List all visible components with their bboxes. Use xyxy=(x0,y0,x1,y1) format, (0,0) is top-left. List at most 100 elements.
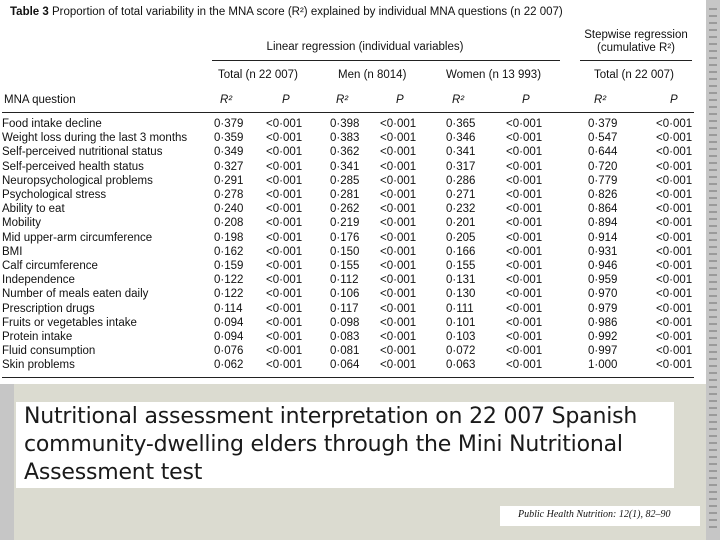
table-image: Table 3 Proportion of total variability … xyxy=(0,6,706,378)
value-cell-w-p: <0·001 xyxy=(506,217,543,230)
value-cell-s-r2: 0·992 xyxy=(588,331,618,343)
value-cell-t-p: <0·001 xyxy=(266,174,303,187)
value-cell-s-r2: 0·644 xyxy=(588,146,618,159)
table-row: Mobility 0·208 <0·001 0·219 <0·001 0·201 <0·00… xyxy=(0,217,706,230)
table-row: Neuropsychological problems 0·291 <0·001 0·… xyxy=(0,175,706,188)
value-cell-w-p: <0·001 xyxy=(506,189,543,201)
question-cell: BMI xyxy=(2,245,23,258)
value-cell-w-r2: 0·201 xyxy=(446,217,476,230)
value-cell-m-r2: 0·081 xyxy=(330,345,360,358)
value-cell-m-p: <0·001 xyxy=(380,245,417,258)
value-cell-t-r2: 0·114 xyxy=(214,302,243,315)
value-cell-s-p: <0·001 xyxy=(656,217,693,230)
value-cell-m-r2: 0·150 xyxy=(330,245,360,258)
value-cell-t-r2: 0·076 xyxy=(214,345,244,358)
header-stepwise-r2: R² xyxy=(594,94,607,106)
value-cell-t-r2: 0·379 xyxy=(214,118,244,130)
value-cell-w-r2: 0·341 xyxy=(446,146,476,159)
table-bottom-rule xyxy=(2,377,694,378)
value-cell-s-p: <0·001 xyxy=(656,331,693,343)
value-cell-m-r2: 0·176 xyxy=(330,231,360,244)
value-cell-m-p: <0·001 xyxy=(380,203,417,216)
value-cell-w-r2: 0·286 xyxy=(446,174,476,187)
value-cell-w-r2: 0·205 xyxy=(446,231,476,244)
value-cell-w-p: <0·001 xyxy=(506,132,543,145)
value-cell-s-r2: 0·547 xyxy=(588,132,618,145)
value-cell-w-p: <0·001 xyxy=(506,274,543,287)
value-cell-m-p: <0·001 xyxy=(380,345,417,358)
caption-label: Table 3 xyxy=(10,6,49,18)
stepwise-group-header-line2: (cumulative R²) xyxy=(597,42,675,54)
header-mna-question: MNA question xyxy=(4,94,76,106)
value-cell-s-r2: 0·946 xyxy=(588,260,618,272)
value-cell-s-r2: 0·864 xyxy=(588,203,618,216)
question-cell: Calf circumference xyxy=(2,260,98,272)
value-cell-t-r2: 0·122 xyxy=(214,288,244,301)
value-cell-t-p: <0·001 xyxy=(266,118,303,130)
value-cell-s-p: <0·001 xyxy=(656,231,693,244)
value-cell-t-p: <0·001 xyxy=(266,203,303,216)
header-total-p: P xyxy=(282,94,290,106)
value-cell-w-p: <0·001 xyxy=(506,302,543,315)
question-cell: Self-perceived nutritional status xyxy=(2,146,163,159)
value-cell-t-r2: 0·208 xyxy=(214,217,244,230)
question-cell: Fruits or vegetables intake xyxy=(2,316,137,329)
value-cell-s-r2: 0·894 xyxy=(588,217,618,230)
question-cell: Self-perceived health status xyxy=(2,160,144,173)
value-cell-t-p: <0·001 xyxy=(266,260,303,272)
value-cell-s-p: <0·001 xyxy=(656,160,693,173)
value-cell-t-r2: 0·062 xyxy=(214,359,244,372)
value-cell-t-p: <0·001 xyxy=(266,217,303,230)
value-cell-t-r2: 0·291 xyxy=(214,174,244,187)
value-cell-s-p: <0·001 xyxy=(656,316,693,329)
value-cell-w-p: <0·001 xyxy=(506,331,543,343)
table-row: Ability to eat 0·240 <0·001 0·262 <0·001 0·23… xyxy=(0,203,706,216)
value-cell-t-p: <0·001 xyxy=(266,288,303,301)
value-cell-w-p: <0·001 xyxy=(506,288,543,301)
value-cell-t-p: <0·001 xyxy=(266,160,303,173)
value-cell-m-p: <0·001 xyxy=(380,274,417,287)
value-cell-s-r2: 0·720 xyxy=(588,160,618,173)
header-women-r2: R² xyxy=(452,94,465,106)
linear-group-rule xyxy=(212,60,560,61)
value-cell-m-p: <0·001 xyxy=(380,217,417,230)
value-cell-w-r2: 0·365 xyxy=(446,118,476,130)
value-cell-t-p: <0·001 xyxy=(266,302,303,315)
value-cell-s-p: <0·001 xyxy=(656,203,693,216)
value-cell-t-p: <0·001 xyxy=(266,345,303,358)
value-cell-t-r2: 0·349 xyxy=(214,146,244,159)
value-cell-w-p: <0·001 xyxy=(506,359,543,372)
value-cell-w-p: <0·001 xyxy=(506,118,543,130)
value-cell-m-p: <0·001 xyxy=(380,189,417,201)
value-cell-w-r2: 0·155 xyxy=(446,260,476,272)
value-cell-m-p: <0·001 xyxy=(380,118,417,130)
header-stepwise-total: Total (n 22 007) xyxy=(594,69,674,81)
question-cell: Neuropsychological problems xyxy=(2,174,153,187)
value-cell-m-r2: 0·112 xyxy=(330,274,359,287)
slide-bottom-panel: Nutritional assessment interpretation on… xyxy=(14,384,706,540)
table-row: Number of meals eaten daily 0·122 <0·001 0·… xyxy=(0,288,706,301)
value-cell-t-r2: 0·198 xyxy=(214,231,244,244)
value-cell-m-p: <0·001 xyxy=(380,146,417,159)
table-row: Fluid consumption 0·076 <0·001 0·081 <0·001 0… xyxy=(0,345,706,358)
value-cell-w-p: <0·001 xyxy=(506,146,543,159)
question-cell: Fluid consumption xyxy=(2,345,96,358)
value-cell-w-p: <0·001 xyxy=(506,345,543,358)
value-cell-w-r2: 0·232 xyxy=(446,203,476,216)
question-cell: Prescription drugs xyxy=(2,302,95,315)
value-cell-m-r2: 0·281 xyxy=(330,189,360,201)
header-men-p: P xyxy=(396,94,404,106)
value-cell-m-p: <0·001 xyxy=(380,260,417,272)
value-cell-s-r2: 0·779 xyxy=(588,174,618,187)
value-cell-w-r2: 0·072 xyxy=(446,345,476,358)
value-cell-t-r2: 0·122 xyxy=(214,274,244,287)
value-cell-w-p: <0·001 xyxy=(506,160,543,173)
value-cell-s-r2: 0·379 xyxy=(588,118,618,130)
value-cell-m-p: <0·001 xyxy=(380,288,417,301)
value-cell-s-p: <0·001 xyxy=(656,174,693,187)
table-caption: Table 3 Proportion of total variability … xyxy=(10,6,700,18)
question-cell: Food intake decline xyxy=(2,118,102,130)
value-cell-s-p: <0·001 xyxy=(656,245,693,258)
value-cell-w-p: <0·001 xyxy=(506,203,543,216)
value-cell-s-p: <0·001 xyxy=(656,302,693,315)
